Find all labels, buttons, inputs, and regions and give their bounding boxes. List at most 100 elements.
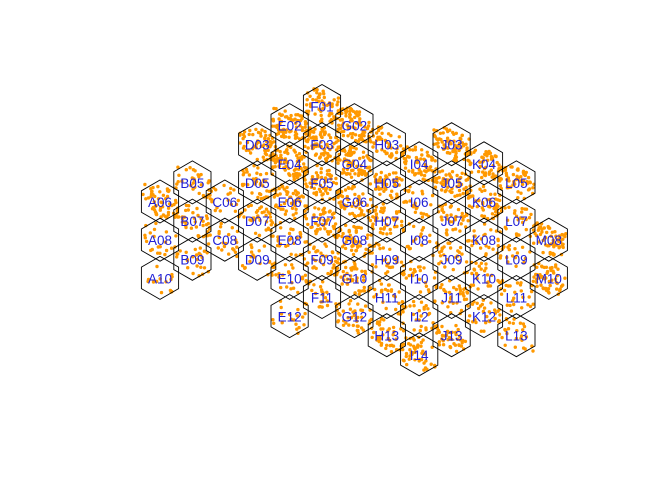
point-mark	[489, 228, 493, 232]
point-mark	[304, 132, 308, 136]
point-mark	[286, 151, 290, 156]
point-mark	[167, 188, 171, 193]
point-mark	[325, 290, 329, 294]
point-mark	[446, 178, 451, 182]
point-mark	[427, 311, 432, 316]
point-mark	[559, 284, 564, 288]
point-mark	[303, 311, 307, 316]
point-mark	[363, 173, 368, 177]
point-mark	[358, 206, 362, 211]
point-mark	[358, 117, 362, 121]
point-mark	[248, 128, 252, 133]
point-mark	[507, 321, 512, 325]
point-mark	[234, 202, 239, 207]
point-mark	[218, 209, 222, 213]
point-mark	[256, 166, 260, 170]
point-mark	[438, 285, 443, 290]
point-mark	[341, 309, 345, 313]
point-mark	[478, 164, 482, 169]
point-mark	[455, 301, 459, 305]
point-mark	[351, 125, 355, 129]
point-mark	[404, 351, 409, 356]
point-mark	[445, 228, 449, 232]
point-mark	[336, 319, 341, 323]
point-mark	[445, 257, 450, 262]
point-mark	[404, 159, 408, 163]
point-mark	[324, 179, 328, 183]
point-mark	[154, 211, 158, 216]
point-mark	[314, 98, 318, 102]
point-mark	[283, 263, 288, 267]
point-mark	[312, 215, 316, 220]
point-mark	[287, 166, 291, 171]
point-mark	[379, 341, 384, 346]
point-mark	[524, 227, 528, 232]
point-mark	[451, 301, 455, 305]
point-mark	[277, 164, 281, 169]
point-mark	[357, 292, 361, 296]
point-mark	[318, 183, 323, 188]
point-mark	[351, 310, 355, 314]
point-mark	[381, 300, 385, 304]
point-mark	[143, 236, 147, 240]
point-mark	[350, 204, 354, 208]
point-mark	[197, 191, 201, 196]
point-mark	[354, 121, 359, 125]
point-mark	[448, 246, 453, 250]
point-mark	[295, 236, 299, 240]
point-mark	[255, 157, 259, 162]
point-mark	[278, 159, 283, 163]
point-mark	[395, 211, 399, 215]
point-mark	[316, 223, 320, 227]
point-mark	[514, 177, 519, 182]
point-mark	[392, 180, 396, 184]
point-mark	[294, 211, 298, 215]
point-mark	[293, 204, 297, 208]
hex-label-e10: E10	[278, 271, 302, 286]
point-mark	[314, 250, 318, 254]
point-mark	[321, 186, 326, 190]
point-mark	[377, 323, 382, 327]
point-mark	[454, 150, 458, 154]
point-mark	[158, 245, 162, 249]
point-mark	[374, 292, 379, 297]
point-mark	[284, 244, 288, 248]
point-mark	[516, 196, 520, 200]
point-mark	[526, 188, 531, 192]
point-mark	[411, 299, 416, 304]
point-mark	[470, 205, 474, 209]
point-mark	[524, 335, 529, 339]
point-mark	[349, 315, 354, 320]
point-mark	[403, 157, 408, 161]
point-mark	[461, 191, 465, 196]
point-mark	[299, 166, 303, 170]
point-mark	[375, 138, 379, 142]
point-mark	[287, 135, 291, 139]
point-mark	[306, 261, 310, 265]
point-mark	[555, 287, 559, 291]
point-mark	[356, 202, 361, 207]
point-mark	[177, 173, 181, 177]
point-mark	[297, 159, 302, 163]
point-mark	[531, 302, 535, 306]
point-mark	[381, 231, 385, 236]
point-mark	[479, 237, 484, 241]
point-mark	[466, 219, 470, 223]
point-mark	[202, 266, 207, 270]
point-mark	[336, 195, 340, 200]
point-mark	[318, 155, 322, 159]
point-mark	[292, 174, 296, 179]
point-mark	[452, 285, 456, 290]
point-mark	[381, 258, 385, 262]
point-mark	[170, 275, 174, 279]
point-mark	[547, 279, 551, 284]
point-mark	[185, 258, 190, 263]
point-mark	[164, 197, 168, 201]
point-mark	[413, 204, 417, 208]
point-mark	[551, 238, 555, 242]
point-mark	[507, 205, 511, 209]
hex-label-i14: I14	[410, 348, 429, 363]
point-mark	[269, 143, 273, 147]
hex-cell-g02	[335, 103, 374, 148]
point-mark	[368, 218, 373, 223]
